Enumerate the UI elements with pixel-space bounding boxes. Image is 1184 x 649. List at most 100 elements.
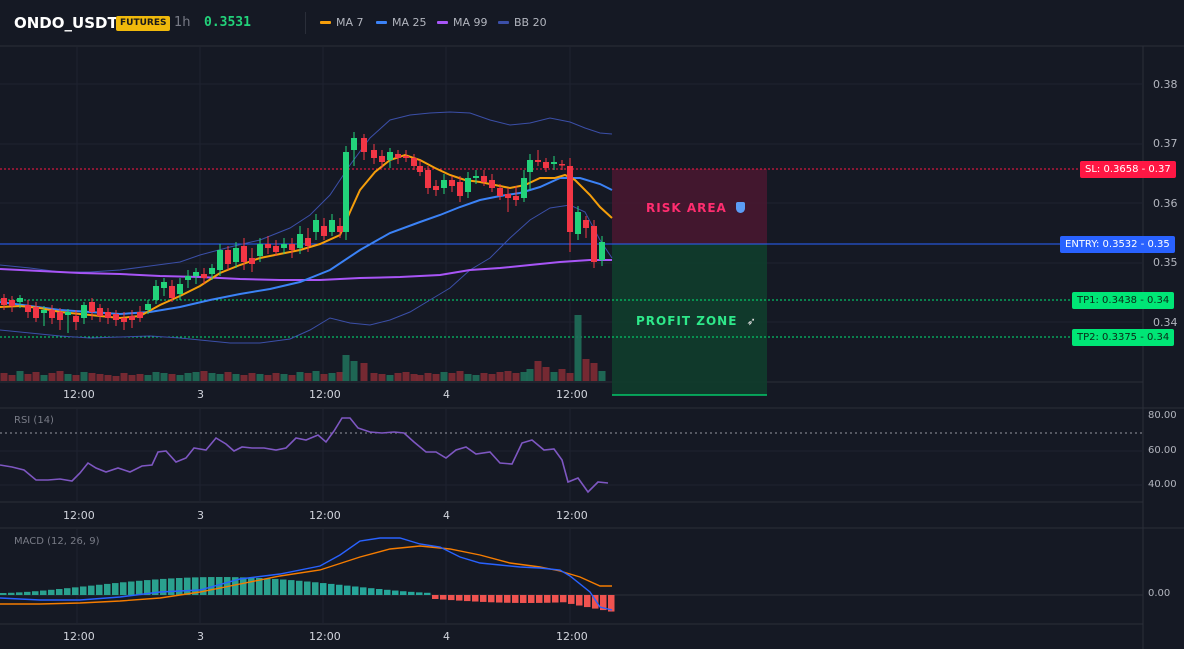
candle-body[interactable] — [225, 250, 231, 264]
candle-body[interactable] — [289, 244, 295, 250]
candle-body[interactable] — [105, 312, 111, 318]
candle-body[interactable] — [379, 156, 385, 162]
candle-body[interactable] — [567, 166, 573, 232]
candle-body[interactable] — [387, 152, 393, 160]
candle-body[interactable] — [65, 312, 71, 315]
candle-body[interactable] — [591, 226, 597, 262]
price-tick: 0.36 — [1153, 197, 1178, 210]
main-time-axis[interactable]: 12:00 3 12:00 4 12:00 — [0, 388, 1143, 404]
candle-body[interactable] — [73, 316, 79, 322]
candle-body[interactable] — [137, 312, 143, 318]
candle-body[interactable] — [395, 154, 401, 158]
candle-body[interactable] — [209, 268, 215, 274]
sl-tag[interactable]: SL: 0.3658 - 0.37 — [1080, 161, 1176, 178]
candle-body[interactable] — [97, 308, 103, 316]
candle-body[interactable] — [81, 305, 87, 318]
candle-body[interactable] — [41, 310, 47, 313]
candle-body[interactable] — [337, 226, 343, 232]
candle-body[interactable] — [33, 307, 39, 318]
candle-body[interactable] — [313, 220, 319, 232]
rsi-axis[interactable]: 80.00 60.00 40.00 — [1148, 409, 1184, 502]
candle-body[interactable] — [371, 150, 377, 158]
candle-body[interactable] — [513, 196, 519, 200]
candle-body[interactable] — [129, 316, 135, 320]
candle-body[interactable] — [265, 244, 271, 248]
candle-body[interactable] — [343, 152, 349, 232]
candle-body[interactable] — [417, 166, 423, 172]
legend-ma99[interactable]: MA 99 — [437, 16, 488, 29]
candle-body[interactable] — [305, 238, 311, 246]
candle-body[interactable] — [89, 302, 95, 312]
candle-body[interactable] — [25, 305, 31, 312]
candle-body[interactable] — [241, 246, 247, 262]
candle-body[interactable] — [185, 276, 191, 280]
price-axis[interactable]: 0.38 0.37 0.36 0.35 0.34 — [1148, 46, 1184, 382]
legend-ma25[interactable]: MA 25 — [376, 16, 427, 29]
candle-body[interactable] — [497, 188, 503, 196]
candle-body[interactable] — [201, 274, 207, 278]
rsi-title[interactable]: RSI (14) — [14, 415, 54, 426]
macd-line — [0, 537, 613, 611]
candle-body[interactable] — [551, 162, 557, 164]
timeframe-selector[interactable]: 1h — [174, 15, 191, 30]
candle-body[interactable] — [145, 304, 151, 310]
rsi-time-axis[interactable]: 12:00 3 12:00 4 12:00 — [0, 509, 1143, 525]
candle-body[interactable] — [321, 226, 327, 236]
candle-body[interactable] — [543, 162, 549, 168]
candle-body[interactable] — [489, 180, 495, 188]
candle-body[interactable] — [9, 300, 15, 306]
candlestick-series[interactable] — [1, 132, 605, 333]
candle-body[interactable] — [441, 180, 447, 188]
macd-time-axis[interactable]: 12:00 3 12:00 4 12:00 — [0, 630, 1143, 646]
candle-body[interactable] — [433, 186, 439, 190]
candle-body[interactable] — [169, 286, 175, 298]
candle-body[interactable] — [505, 194, 511, 198]
candle-body[interactable] — [233, 248, 239, 262]
candle-body[interactable] — [281, 244, 287, 248]
candle-body[interactable] — [599, 242, 605, 260]
candle-body[interactable] — [161, 282, 167, 288]
candle-body[interactable] — [473, 176, 479, 178]
candle-body[interactable] — [1, 298, 7, 305]
candle-body[interactable] — [217, 250, 223, 270]
volume-bar — [104, 375, 112, 381]
candle-body[interactable] — [465, 178, 471, 192]
candle-body[interactable] — [535, 160, 541, 162]
candle-body[interactable] — [361, 138, 367, 152]
candle-body[interactable] — [257, 244, 263, 256]
candle-body[interactable] — [575, 212, 581, 234]
profit-zone[interactable] — [612, 244, 767, 395]
candle-body[interactable] — [273, 246, 279, 252]
candle-body[interactable] — [113, 314, 119, 320]
macd-axis[interactable]: 0.00 — [1148, 529, 1184, 624]
candle-body[interactable] — [249, 258, 255, 264]
macd-title[interactable]: MACD (12, 26, 9) — [14, 536, 100, 547]
symbol-name[interactable]: ONDO_USDT — [14, 14, 118, 32]
tp1-tag[interactable]: TP1: 0.3438 - 0.34 — [1072, 292, 1175, 309]
candle-body[interactable] — [153, 286, 159, 300]
candle-body[interactable] — [527, 160, 533, 172]
legend-ma7[interactable]: MA 7 — [320, 16, 364, 29]
candle-body[interactable] — [481, 176, 487, 182]
candle-body[interactable] — [559, 164, 565, 166]
candle-body[interactable] — [297, 234, 303, 248]
candle-body[interactable] — [583, 220, 589, 228]
candle-body[interactable] — [449, 180, 455, 186]
entry-tag[interactable]: ENTRY: 0.3532 - 0.35 — [1060, 236, 1175, 253]
candle-body[interactable] — [57, 312, 63, 320]
candle-body[interactable] — [457, 182, 463, 196]
candle-body[interactable] — [411, 158, 417, 166]
candle-body[interactable] — [521, 178, 527, 198]
legend-bb20[interactable]: BB 20 — [498, 16, 547, 29]
tp2-tag[interactable]: TP2: 0.3375 - 0.34 — [1072, 329, 1175, 346]
candle-body[interactable] — [193, 272, 199, 276]
candle-body[interactable] — [49, 310, 55, 318]
candle-body[interactable] — [403, 156, 409, 158]
candle-body[interactable] — [121, 318, 127, 322]
candle-body[interactable] — [329, 220, 335, 232]
candle-body[interactable] — [177, 284, 183, 294]
candle-body[interactable] — [351, 138, 357, 150]
candle-body[interactable] — [17, 298, 23, 302]
candle-body[interactable] — [425, 170, 431, 188]
